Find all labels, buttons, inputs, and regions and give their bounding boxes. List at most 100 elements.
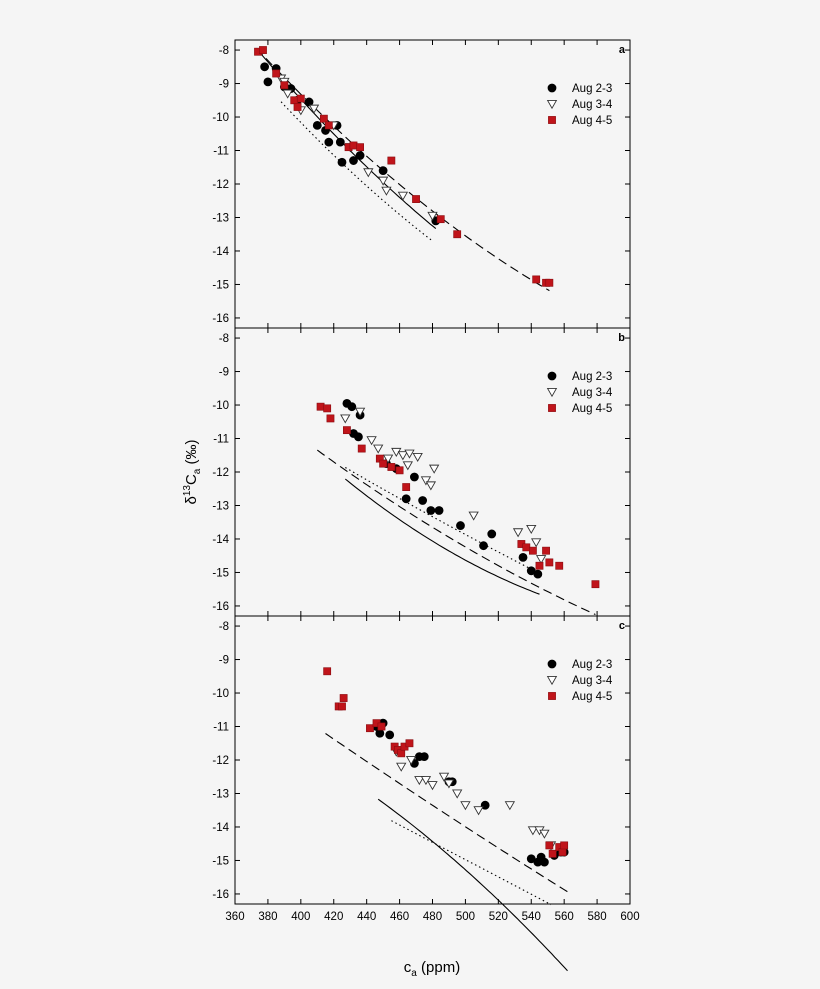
y-title-sub: a bbox=[192, 468, 203, 474]
data-point bbox=[456, 521, 465, 530]
data-point bbox=[377, 722, 386, 731]
y-tick-label: -9 bbox=[219, 655, 229, 667]
plot-frame bbox=[234, 327, 631, 617]
panel-b: -8 -9 -10 -11 -12 -13 -14 -15 -16 b Aug 2-3 Aug 3-4… bbox=[212, 327, 631, 617]
y-tick-label: -14 bbox=[212, 246, 229, 258]
data-point bbox=[397, 191, 409, 201]
panels: -8 -9 -10 -11 -12 -13 -14 -15 -16 a Aug 2-3 Aug 3-4… bbox=[212, 39, 640, 972]
y-tick-label: -11 bbox=[213, 722, 229, 734]
data-point bbox=[539, 829, 550, 839]
legend-label: Aug 4-5 bbox=[572, 403, 612, 415]
data-point bbox=[479, 541, 488, 551]
y-tick-label: -16 bbox=[212, 601, 229, 613]
legend-label: Aug 4-5 bbox=[572, 115, 612, 127]
y-tick-label: -8 bbox=[219, 333, 229, 345]
data-point bbox=[387, 463, 396, 471]
data-point bbox=[356, 143, 364, 152]
y-tick-label: -13 bbox=[212, 212, 229, 224]
data-point bbox=[402, 483, 411, 491]
legend-marker bbox=[548, 692, 556, 700]
y-tick-label: -15 bbox=[212, 855, 229, 867]
x-tick-label: 440 bbox=[357, 911, 376, 923]
data-point bbox=[427, 211, 438, 221]
x-tick-label: 400 bbox=[291, 911, 310, 923]
data-point bbox=[526, 524, 537, 535]
x-axis-title: ca (ppm) bbox=[404, 959, 460, 979]
data-point bbox=[343, 426, 351, 435]
data-point bbox=[379, 459, 388, 468]
x-tick-label: 540 bbox=[522, 911, 541, 923]
data-point bbox=[324, 121, 333, 130]
data-point bbox=[363, 168, 374, 178]
data-point bbox=[434, 506, 444, 515]
data-point bbox=[427, 781, 438, 791]
y-title-sup: 13 bbox=[182, 485, 193, 497]
fit-line-dotted bbox=[280, 101, 433, 242]
data-point bbox=[402, 461, 413, 471]
y-tick-label: -8 bbox=[219, 621, 229, 633]
data-point bbox=[382, 454, 394, 464]
data-point bbox=[366, 724, 374, 733]
y-tick-label: -16 bbox=[212, 889, 229, 901]
data-point bbox=[535, 561, 544, 570]
data-point bbox=[412, 452, 423, 463]
data-point bbox=[405, 756, 417, 766]
data-point bbox=[420, 776, 432, 786]
data-point bbox=[405, 739, 414, 748]
data-point bbox=[272, 69, 281, 78]
legend-label: Aug 3-4 bbox=[572, 99, 613, 111]
data-point bbox=[339, 694, 348, 702]
y-title-unit: (‰) bbox=[183, 439, 200, 468]
data-point bbox=[535, 555, 547, 565]
data-point bbox=[308, 104, 320, 114]
data-point bbox=[338, 702, 346, 711]
fit-line-dotted bbox=[345, 467, 542, 575]
data-point bbox=[340, 414, 351, 424]
data-point bbox=[385, 730, 395, 740]
data-point bbox=[296, 94, 305, 103]
x-title-main: c bbox=[404, 959, 412, 976]
data-point bbox=[326, 414, 335, 423]
data-point bbox=[443, 779, 455, 789]
panel-c: -8 -9 -10 -11 -12 -13 -14 -15 -16 360 380 400 420 440… bbox=[212, 615, 640, 972]
y-tick-label: -13 bbox=[212, 500, 229, 512]
data-point bbox=[401, 494, 411, 504]
data-point bbox=[293, 103, 302, 111]
data-point bbox=[354, 407, 366, 417]
data-point bbox=[395, 466, 404, 475]
data-point bbox=[312, 120, 322, 130]
data-point bbox=[378, 166, 388, 176]
legend-label: Aug 2-3 bbox=[572, 83, 612, 95]
data-point bbox=[518, 552, 528, 562]
y-tick-label: -14 bbox=[212, 534, 229, 546]
legend-label: Aug 4-5 bbox=[572, 691, 612, 703]
y-tick-label: -12 bbox=[212, 179, 229, 191]
data-point bbox=[414, 776, 425, 786]
data-point bbox=[323, 667, 332, 676]
x-tick-label: 500 bbox=[456, 911, 475, 923]
fit-line-solid bbox=[344, 478, 540, 595]
data-point bbox=[532, 275, 541, 284]
data-point bbox=[545, 558, 554, 567]
data-point bbox=[545, 841, 554, 850]
y-tick-label: -10 bbox=[212, 112, 229, 124]
data-point bbox=[304, 97, 314, 107]
legend-marker bbox=[547, 83, 557, 93]
data-point bbox=[335, 137, 345, 147]
data-point bbox=[428, 464, 440, 474]
data-point bbox=[319, 114, 328, 123]
fit-line-dashed bbox=[255, 47, 550, 292]
data-point bbox=[354, 432, 363, 442]
data-point bbox=[377, 176, 389, 186]
legend: Aug 2-3 Aug 3-4 Aug 4-5 bbox=[546, 83, 613, 127]
data-point bbox=[512, 528, 524, 538]
data-point bbox=[366, 436, 377, 446]
legend: Aug 2-3 Aug 3-4 Aug 4-5 bbox=[546, 371, 613, 415]
data-point bbox=[349, 156, 358, 165]
plot-frame bbox=[234, 615, 631, 905]
y-tick-label: -15 bbox=[212, 279, 229, 291]
series-aug-4-5 bbox=[254, 46, 554, 287]
data-point bbox=[337, 157, 347, 167]
data-point bbox=[419, 752, 429, 762]
x-tick-label: 480 bbox=[423, 911, 442, 923]
